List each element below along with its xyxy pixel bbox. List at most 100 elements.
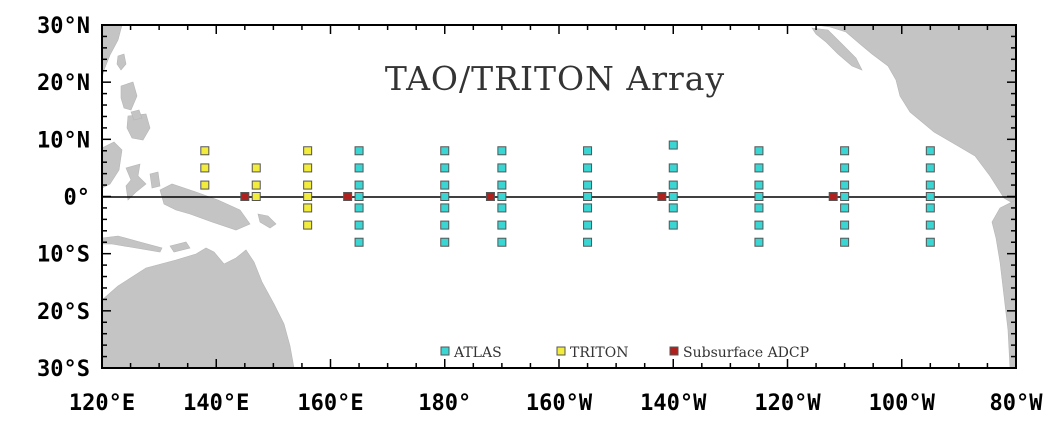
land-mexico [815,25,1016,206]
y-tick-label: 20°N [37,71,90,96]
atlas-mooring [497,203,507,213]
land-baja-california [811,27,863,71]
atlas-mooring [497,237,507,247]
atlas-mooring [440,237,450,247]
atlas-mooring [754,220,764,230]
atlas-mooring [840,203,850,213]
land-solomon-islands [257,213,277,229]
atlas-mooring [754,203,764,213]
x-tick-label: 140°E [183,391,249,416]
land-taiwan [116,53,127,71]
atlas-mooring [668,180,678,190]
atlas-mooring [668,140,678,150]
legend-swatch-triton [556,346,566,356]
x-tick-label: 160°E [297,391,363,416]
map-title: TAO/TRITON Array [385,59,725,98]
y-tick-label: 30°S [37,357,90,382]
triton-mooring [303,146,313,156]
atlas-mooring [354,237,364,247]
x-tick-label: 180° [418,391,471,416]
adcp-mooring [485,192,495,201]
legend-label-atlas: ATLAS [453,345,502,361]
land-masses [102,25,1016,368]
atlas-mooring [583,163,593,173]
x-tick-label: 120°E [69,391,135,416]
land-halmahera [149,171,161,189]
atlas-mooring [668,192,678,201]
y-axis-labels: 30°N 20°N 10°N 0° 10°S 20°S 30°S [37,14,90,382]
atlas-mooring [354,220,364,230]
atlas-mooring [754,192,764,201]
atlas-mooring [754,180,764,190]
y-tick-label: 0° [64,186,91,211]
land-new-guinea [159,183,251,231]
atlas-mooring [497,180,507,190]
atlas-mooring [440,203,450,213]
land-asia-mainland [102,25,123,79]
triton-mooring [303,180,313,190]
atlas-mooring [840,146,850,156]
x-tick-label: 120°W [754,391,821,416]
adcp-mooring [828,192,838,201]
land-philippines-mid [130,109,143,121]
triton-mooring [200,180,210,190]
atlas-mooring [754,237,764,247]
land-philippines-south [126,113,151,141]
atlas-mooring [583,203,593,213]
atlas-mooring [440,180,450,190]
atlas-mooring [840,192,850,201]
x-tick-label: 160°W [526,391,593,416]
atlas-mooring [668,163,678,173]
axis-ticks [101,24,1017,369]
atlas-mooring [354,203,364,213]
atlas-mooring [583,192,593,201]
mooring-markers [200,140,935,247]
triton-mooring [303,203,313,213]
atlas-mooring [925,220,935,230]
atlas-mooring [497,163,507,173]
x-tick-label: 140°W [640,391,707,416]
adcp-mooring [657,192,667,201]
legend-label-triton: TRITON [570,345,628,361]
atlas-mooring [840,180,850,190]
atlas-mooring [440,146,450,156]
adcp-mooring [343,192,353,201]
atlas-mooring [925,163,935,173]
triton-mooring [251,180,261,190]
atlas-mooring [354,180,364,190]
land-timor [169,241,191,253]
y-tick-label: 30°N [37,14,90,39]
atlas-mooring [354,192,364,201]
atlas-mooring [925,237,935,247]
y-tick-label: 10°S [37,243,90,268]
x-tick-label: 100°W [869,391,936,416]
triton-mooring [303,163,313,173]
y-tick-label: 10°N [37,128,90,153]
triton-mooring [200,163,210,173]
atlas-mooring [497,220,507,230]
x-tick-label: 80°W [990,391,1044,416]
triton-mooring [251,163,261,173]
legend: ATLAS TRITON Subsurface ADCP [440,345,809,361]
land-australia [102,247,295,368]
land-south-america [991,199,1016,368]
atlas-mooring [583,180,593,190]
atlas-mooring [754,146,764,156]
adcp-mooring [240,192,250,201]
atlas-mooring [925,180,935,190]
legend-label-adcp: Subsurface ADCP [683,345,809,361]
atlas-mooring [354,163,364,173]
triton-mooring [303,192,313,201]
atlas-mooring [925,192,935,201]
land-java-islands [102,235,163,253]
atlas-mooring [440,163,450,173]
atlas-mooring [440,192,450,201]
atlas-mooring [925,146,935,156]
atlas-mooring [583,220,593,230]
atlas-mooring [354,146,364,156]
atlas-mooring [840,163,850,173]
atlas-mooring [440,220,450,230]
land-philippines-luzon [120,81,138,111]
atlas-mooring [754,163,764,173]
